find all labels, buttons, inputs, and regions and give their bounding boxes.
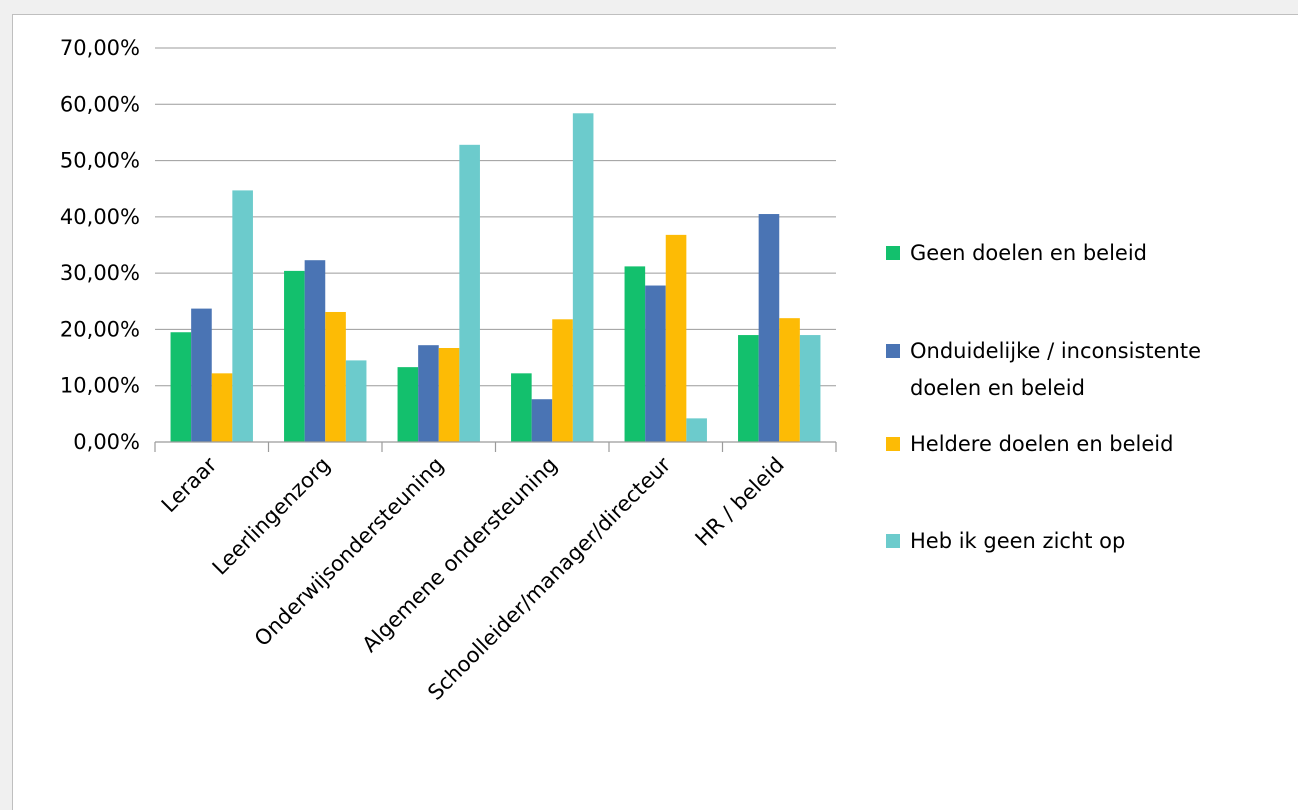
bar: [459, 144, 480, 442]
y-tick-label: 30,00%: [60, 261, 140, 285]
bar: [191, 308, 212, 442]
category-label: Leerlingenzorg: [208, 453, 335, 580]
bar: [799, 335, 821, 442]
bar: [758, 214, 780, 442]
bar: [438, 348, 460, 442]
bar: [572, 113, 594, 442]
legend-swatch: [886, 534, 900, 548]
bar: [170, 332, 192, 442]
y-tick-label: 70,00%: [60, 36, 140, 60]
bar: [511, 373, 532, 442]
bar: [645, 285, 666, 442]
category-label: Algemene ondersteuning: [358, 453, 562, 657]
legend-label: Geen doelen en beleid: [910, 241, 1147, 265]
y-tick-label: 60,00%: [60, 92, 140, 116]
bar: [284, 270, 305, 442]
category-label: Onderwijsondersteuning: [250, 453, 449, 652]
bar: [738, 335, 759, 442]
bars: [170, 113, 821, 442]
category-label: Schoolleider/manager/directeur: [423, 452, 675, 704]
bar: [686, 418, 707, 442]
bar: [531, 399, 553, 442]
legend-label: Heldere doelen en beleid: [910, 432, 1173, 456]
bar: [304, 260, 326, 442]
y-axis-ticks: 0,00% 10,00% 20,00% 30,00% 40,00% 50,00% 60,00…: [60, 36, 140, 454]
bar: [232, 190, 253, 442]
gridlines: [155, 47, 836, 387]
bar: [418, 345, 439, 442]
legend-label: Heb ik geen zicht op: [910, 529, 1125, 553]
category-labels: LeraarLeerlingenzorgOnderwijsondersteuni…: [157, 452, 789, 704]
bar: [397, 367, 419, 442]
bar: [779, 318, 800, 442]
bar: [211, 373, 233, 442]
y-tick-label: 50,00%: [60, 149, 140, 173]
bar: [325, 311, 346, 442]
legend-swatch: [886, 344, 900, 358]
category-label: HR / beleid: [691, 453, 789, 551]
bar: [552, 319, 573, 442]
y-tick-label: 40,00%: [60, 205, 140, 229]
legend-swatch: [886, 246, 900, 260]
y-tick-label: 20,00%: [60, 317, 140, 341]
y-tick-label: 0,00%: [73, 430, 140, 454]
x-axis: [154, 441, 837, 452]
legend-label: Onduidelijke / inconsistente doelen en be…: [910, 339, 1201, 400]
bar: [345, 360, 367, 442]
bar: [665, 234, 687, 442]
y-tick-label: 10,00%: [60, 374, 140, 398]
legend: Geen doelen en beleid Onduidelijke / inco…: [886, 241, 1201, 553]
category-label: Leraar: [157, 452, 222, 517]
bar: [624, 266, 646, 442]
legend-swatch: [886, 437, 900, 451]
